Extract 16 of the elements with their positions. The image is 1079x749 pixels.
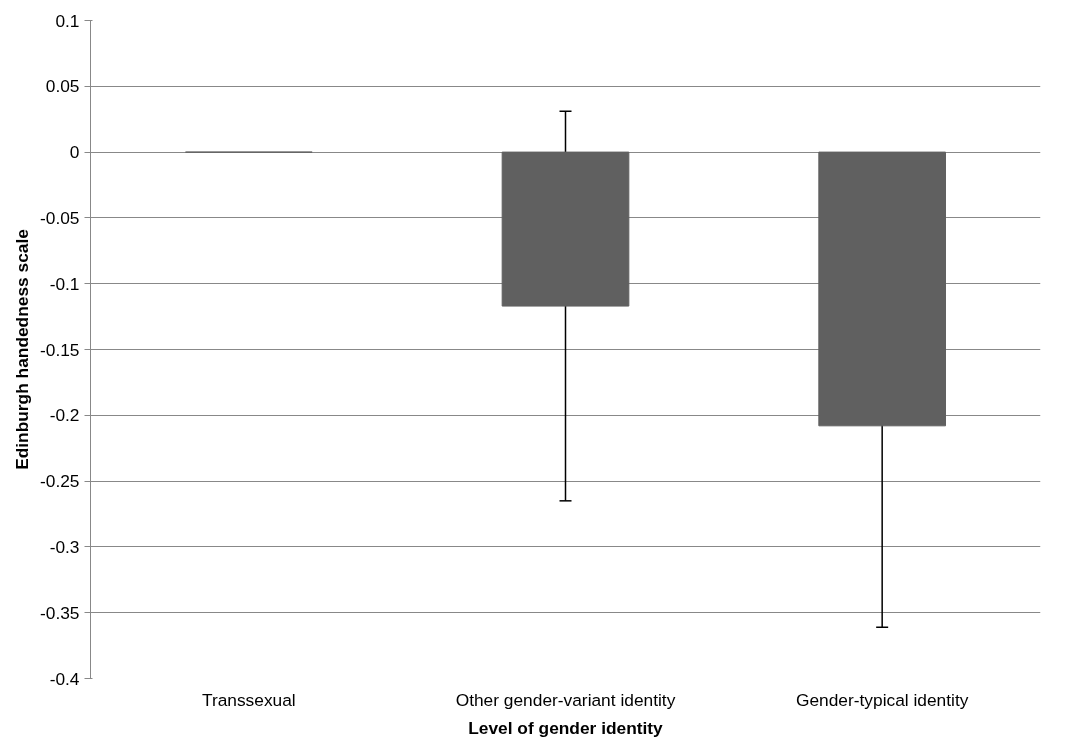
x-tick-label: Transsexual	[201, 689, 296, 710]
y-tick-label: -0.05	[40, 207, 80, 228]
y-tick-label: -0.2	[49, 405, 80, 426]
y-tick-label: 0.1	[55, 10, 80, 31]
y-tick-label: -0.15	[40, 339, 80, 360]
y-tick-label: -0.25	[40, 471, 80, 492]
x-tick-label: Gender-typical identity	[795, 689, 969, 710]
y-tick-label: -0.4	[49, 668, 80, 689]
y-tick-label: -0.3	[49, 536, 80, 557]
y-tick-label: 0	[69, 142, 80, 163]
y-tick-label: -0.1	[49, 273, 80, 294]
y-tick-label: 0.05	[45, 76, 80, 97]
x-axis-title: Level of gender identity	[468, 717, 664, 738]
x-tick-label: Other gender-variant identity	[455, 689, 676, 710]
y-tick-label: -0.35	[40, 602, 80, 623]
y-axis-title: Edinburgh handedness scale	[12, 228, 32, 470]
